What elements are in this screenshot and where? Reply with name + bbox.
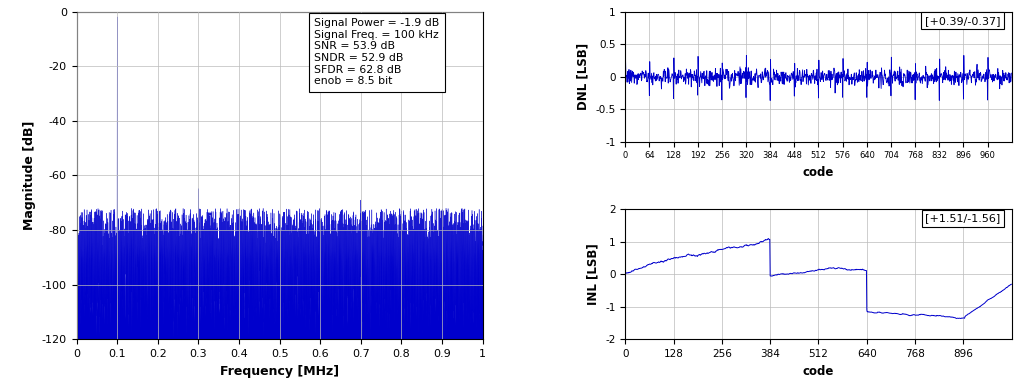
Text: [+1.51/-1.56]: [+1.51/-1.56] (925, 213, 1001, 223)
Text: [+0.39/-0.37]: [+0.39/-0.37] (925, 16, 1001, 26)
Y-axis label: DNL [LSB]: DNL [LSB] (576, 43, 590, 110)
X-axis label: Frequency [MHz]: Frequency [MHz] (220, 365, 339, 378)
Y-axis label: Magnitude [dB]: Magnitude [dB] (24, 121, 36, 230)
X-axis label: code: code (803, 365, 834, 378)
Y-axis label: INL [LSB]: INL [LSB] (587, 243, 600, 305)
X-axis label: code: code (803, 166, 834, 179)
Text: Signal Power = -1.9 dB
Signal Freq. = 100 kHz
SNR = 53.9 dB
SNDR = 52.9 dB
SFDR : Signal Power = -1.9 dB Signal Freq. = 10… (314, 18, 439, 86)
